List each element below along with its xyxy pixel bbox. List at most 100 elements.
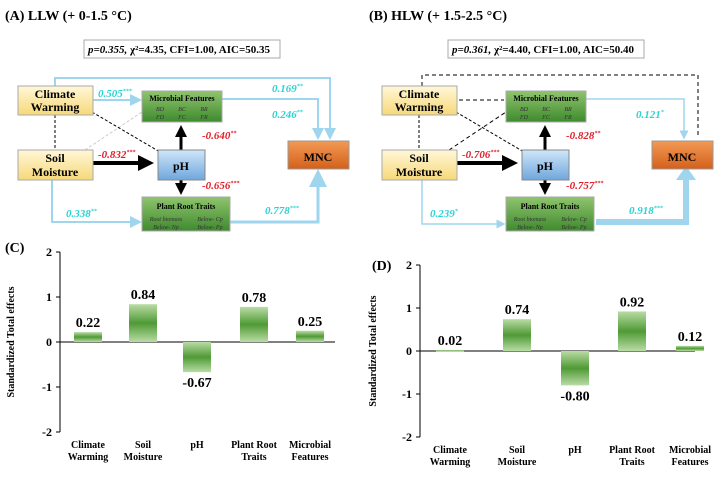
mf-sub: BD [156, 107, 165, 113]
label-cw-mf-value: 0.505 [98, 88, 123, 100]
node-ph [521, 149, 570, 181]
mf-sub: FC [541, 115, 551, 121]
node-mnc-label: MNC [304, 150, 333, 164]
fit-p: p=0.355, [87, 44, 127, 56]
y-tick-label: -2 [42, 425, 52, 439]
node-soil-moisture [17, 149, 94, 181]
label-ph-mf-sig: ** [230, 130, 237, 137]
node-microbial-features [505, 90, 587, 123]
label-prt-mnc-sig: *** [654, 205, 664, 212]
bar-2 [183, 342, 211, 373]
label-sm-prt-value: 0.338 [66, 208, 91, 220]
path-cw-mnc [54, 77, 336, 140]
label-prt-mnc-value: 0.918 [629, 205, 654, 217]
bar-0 [74, 332, 102, 342]
category-label: Traits [619, 457, 644, 468]
y-tick-label: -2 [402, 430, 412, 444]
y-axis-label: Standardized Total effects [6, 286, 17, 397]
category-label: Warming [430, 457, 471, 468]
prt-sub: Below- Cp [197, 217, 223, 223]
data-label: -0.67 [182, 376, 211, 391]
panel-title: (B) HLW (+ 1.5-2.5 °C) [369, 9, 507, 24]
y-tick-label: -1 [42, 380, 52, 394]
label-cw-mnc: 0.169** [272, 83, 304, 95]
label-sm-prt-sig: * [455, 208, 459, 215]
data-label: 0.84 [131, 288, 156, 303]
mf-sub: BC [178, 107, 187, 113]
category-label: Soil [135, 440, 151, 451]
fit-rest: χ²=4.35, CFI=1.00, AIC=50.35 [127, 44, 270, 56]
data-label: 0.25 [298, 315, 323, 330]
node-mnc-label: MNC [668, 150, 697, 164]
mf-sub: FD [155, 115, 165, 121]
label-ph-prt-value: -0.757 [566, 180, 595, 192]
label-ph-prt-sig: *** [594, 180, 604, 187]
path-mf-mnc [218, 98, 324, 140]
label-ph-mf: -0.828** [566, 130, 601, 142]
y-tick-label: -1 [402, 387, 412, 401]
node-mf-title: Microbial Features [149, 94, 214, 103]
category-label: pH [568, 445, 582, 456]
label-sm-ph-sig: *** [490, 149, 500, 156]
bar-3 [240, 306, 268, 342]
label-sm-prt: 0.338** [66, 208, 98, 220]
y-axis-label: Standardized Total effects [368, 295, 379, 406]
node-cw-l2: Warming [395, 100, 444, 114]
category-label: Features [671, 457, 708, 468]
category-label: Moisture [498, 457, 537, 468]
label-sm-prt-sig: ** [91, 208, 98, 215]
label-ph-prt-value: -0.656 [202, 180, 231, 192]
data-label: 0.22 [76, 316, 101, 331]
mf-sub: FD [519, 115, 529, 121]
node-microbial-features [141, 90, 223, 123]
path-sm-prt [51, 180, 142, 228]
label-ph-prt: -0.757*** [566, 180, 604, 192]
category-label: Microbial [669, 445, 711, 456]
label-prt-mnc: 0.918*** [629, 205, 664, 217]
mf-sub: FC [177, 115, 187, 121]
y-tick-label: 0 [46, 335, 52, 349]
label-mf-mnc-value: 0.246 [272, 109, 297, 121]
sem-panel-a: (A) LLW (+ 0-1.5 °C) p=0.355, χ²=4.35, CF… [5, 9, 350, 232]
panel-title: (A) LLW (+ 0-1.5 °C) [5, 9, 132, 24]
node-ph-label: pH [537, 159, 554, 173]
path-cw-ph-ns [455, 111, 525, 153]
path-sm-mf-ns [448, 111, 507, 151]
label-prt-mnc-sig: *** [290, 205, 300, 212]
y-tick-label: 1 [46, 290, 52, 304]
node-sm-l2: Moisture [396, 165, 443, 179]
node-ph [157, 149, 206, 181]
data-label: 0.78 [242, 291, 267, 306]
data-label: 0.12 [678, 330, 703, 345]
node-sm-l1: Soil [409, 151, 429, 165]
category-label: Climate [433, 445, 467, 456]
label-cw-mnc-value: 0.169 [272, 83, 297, 95]
label-mf-mnc-sig: * [661, 109, 665, 116]
mf-sub: BR [200, 107, 208, 113]
label-sm-ph-sig: *** [126, 149, 136, 156]
mf-sub: BC [542, 107, 551, 113]
bar-1 [129, 304, 157, 342]
path-sm-prt [421, 180, 506, 229]
node-sm-l1: Soil [45, 151, 65, 165]
node-climate-warming [17, 85, 94, 116]
bar-chart-c: (C) 2 1 0 -1 -2 Standardized Total effects 0.22… [5, 241, 335, 463]
bar-4 [296, 330, 324, 342]
label-ph-mf-value: -0.828 [566, 130, 595, 142]
path-prt-mnc [596, 178, 689, 225]
category-label: Warming [68, 452, 109, 463]
prt-sub: Below- Np [153, 225, 179, 231]
data-label: 0.92 [620, 295, 645, 310]
node-prt-title: Plant Root Traits [157, 202, 216, 211]
y-tick-label: 2 [46, 245, 52, 259]
arrowhead-prt-mnc [676, 166, 696, 180]
label-prt-mnc: 0.778*** [265, 205, 300, 217]
node-mnc [287, 140, 350, 170]
label-mf-mnc-value: 0.121 [636, 109, 661, 121]
label-cw-mf-sig: *** [123, 88, 133, 95]
node-ph-label: pH [173, 159, 190, 173]
prt-sub: Below- Pp [561, 225, 586, 231]
label-mf-mnc-sig: ** [297, 109, 304, 116]
prt-sub: Root biomass [513, 217, 547, 223]
